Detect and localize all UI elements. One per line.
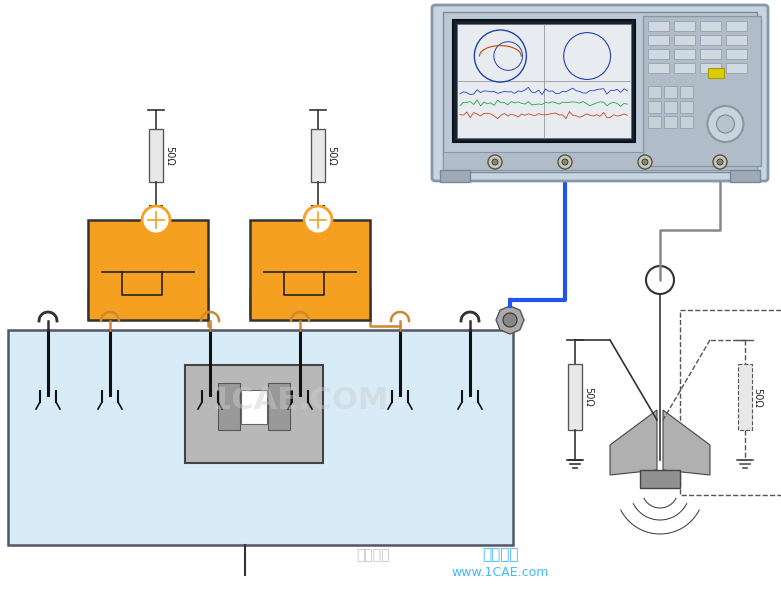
Bar [730,170,760,182]
Bar [241,390,267,424]
Circle shape [492,159,498,165]
Circle shape [638,155,652,169]
Circle shape [708,106,744,142]
Circle shape [642,159,648,165]
Circle shape [716,115,734,133]
Circle shape [646,266,674,294]
Bar [453,20,634,143]
Bar [218,382,240,430]
Bar [647,86,661,98]
Bar [8,330,513,545]
Text: 50Ω: 50Ω [583,387,594,407]
Text: 50Ω: 50Ω [326,146,337,166]
Bar [673,49,695,59]
Bar [457,24,630,139]
Bar [647,49,669,59]
Text: www.1CAE.com: www.1CAE.com [451,565,549,578]
Bar [647,21,669,31]
FancyBboxPatch shape [432,5,768,181]
Bar [664,86,676,98]
Bar [185,365,323,463]
Bar [673,63,695,73]
Bar [679,101,693,113]
Bar [647,116,661,128]
Bar [643,16,761,166]
Bar [700,49,721,59]
Bar [726,63,747,73]
Circle shape [488,155,502,169]
Bar [664,116,676,128]
Bar [700,35,721,45]
Text: 1CAE.COM: 1CAE.COM [211,385,389,414]
Bar [440,170,470,182]
Bar [673,21,695,31]
Bar [568,364,582,430]
Text: 射频微波: 射频微波 [356,548,390,562]
Bar [88,220,208,320]
Circle shape [142,206,170,234]
Bar [673,35,695,45]
Text: 50Ω: 50Ω [752,388,762,407]
Bar [640,470,680,488]
Bar [443,12,757,172]
Circle shape [562,159,568,165]
Bar [680,310,781,495]
Bar [679,86,693,98]
Circle shape [558,155,572,169]
Bar [647,35,669,45]
Bar [708,68,724,78]
Bar [311,129,325,182]
Text: 仿真在线: 仿真在线 [482,548,519,562]
Bar [700,63,721,73]
Bar [726,49,747,59]
Polygon shape [610,410,657,475]
Bar [738,364,752,430]
Bar [268,382,290,430]
Bar [726,21,747,31]
Bar [647,101,661,113]
Circle shape [304,206,332,234]
Bar [700,21,721,31]
Text: 50Ω: 50Ω [164,146,174,166]
Polygon shape [663,410,710,475]
Bar [726,35,747,45]
Bar [664,101,676,113]
Circle shape [503,313,517,327]
Bar [250,220,370,320]
Bar [647,63,669,73]
Bar [443,152,757,170]
Bar [679,116,693,128]
Bar [149,129,163,182]
Circle shape [717,159,723,165]
Circle shape [713,155,727,169]
